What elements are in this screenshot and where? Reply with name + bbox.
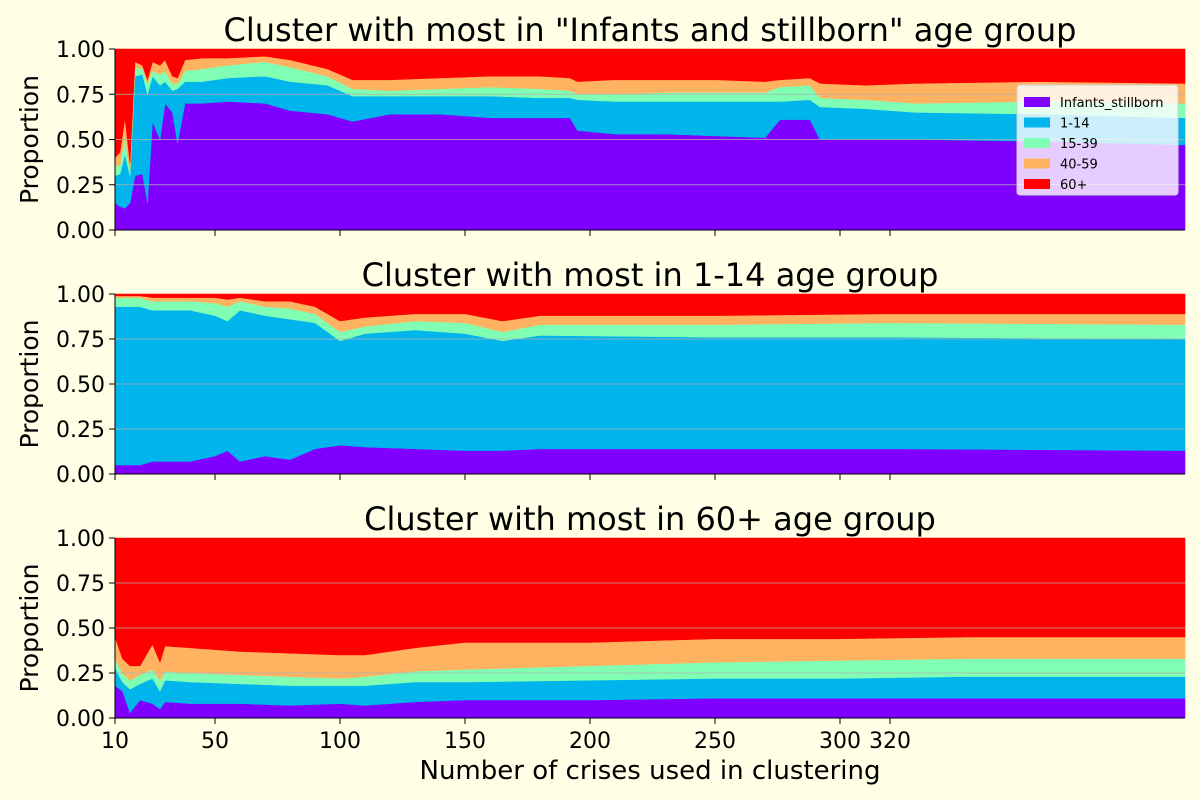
y-axis-label: Proportion <box>15 75 44 204</box>
x-tick-label: 300 <box>819 729 861 754</box>
x-tick-label: 100 <box>319 729 361 754</box>
panel-title: Cluster with most in 60+ age group <box>364 500 936 538</box>
x-tick-label: 150 <box>444 729 486 754</box>
legend-label: Infants_stillborn <box>1060 96 1164 111</box>
panel-2: 0.00 0.25 0.50 0.75 1.00 Proportion Cluster wi… <box>15 256 1186 488</box>
y-axis-label: Proportion <box>15 564 44 693</box>
y-tick-label: 0.25 <box>56 418 105 443</box>
x-tick-label: 200 <box>569 729 611 754</box>
y-tick-label: 0.00 <box>56 707 105 732</box>
y-tick-label: 0.75 <box>56 83 105 108</box>
area-60- <box>114 293 1186 322</box>
y-tick-label: 0.00 <box>56 219 105 244</box>
x-tick-label: 250 <box>694 729 736 754</box>
x-tick-label: 10 <box>101 729 129 754</box>
y-tick-label: 0.50 <box>56 373 105 398</box>
legend-swatch <box>1024 158 1050 169</box>
panel-1: 0.00 0.25 0.50 0.75 1.00 Proportion Cluster wi… <box>15 11 1186 244</box>
legend-label: 60+ <box>1060 178 1087 193</box>
y-tick-label: 1.00 <box>56 38 105 63</box>
x-tick-label: 50 <box>201 729 229 754</box>
x-axis-label: Number of crises used in clustering <box>420 756 881 786</box>
x-tick-label: 320 <box>869 729 911 754</box>
legend-swatch <box>1024 138 1050 148</box>
legend-label: 40-59 <box>1060 158 1098 173</box>
legend-label: 1-14 <box>1060 117 1090 132</box>
legend-box <box>1016 84 1179 196</box>
y-tick-label: 0.50 <box>56 617 105 642</box>
legend-swatch <box>1024 117 1050 128</box>
panel-3: 0.00 0.25 0.50 0.75 1.00 10 50 100 150 200 250 300 3… <box>15 500 1186 754</box>
legend-swatch <box>1024 97 1050 107</box>
area-60- <box>114 48 1186 164</box>
y-tick-label: 0.50 <box>56 129 105 154</box>
y-axis-label: Proportion <box>15 320 44 449</box>
chart-panels: 0.00 0.25 0.50 0.75 1.00 Proportion Cluster wi… <box>15 11 1186 754</box>
y-tick-label: 0.25 <box>56 174 105 199</box>
y-tick-label: 0.75 <box>56 572 105 597</box>
y-tick-label: 1.00 <box>56 283 105 308</box>
y-tick-label: 0.00 <box>56 463 105 488</box>
area-60- <box>114 537 1186 667</box>
y-tick-label: 0.25 <box>56 662 105 687</box>
y-tick-label: 0.75 <box>56 328 105 353</box>
legend-swatch <box>1024 179 1050 189</box>
y-tick-label: 1.00 <box>56 527 105 552</box>
legend: Infants_stillborn 1-14 15-39 40-59 60+ <box>1016 84 1179 196</box>
panel-title: Cluster with most in 1-14 age group <box>362 256 939 294</box>
panel-title: Cluster with most in "Infants and stillb… <box>224 11 1077 49</box>
legend-label: 15-39 <box>1060 137 1098 152</box>
